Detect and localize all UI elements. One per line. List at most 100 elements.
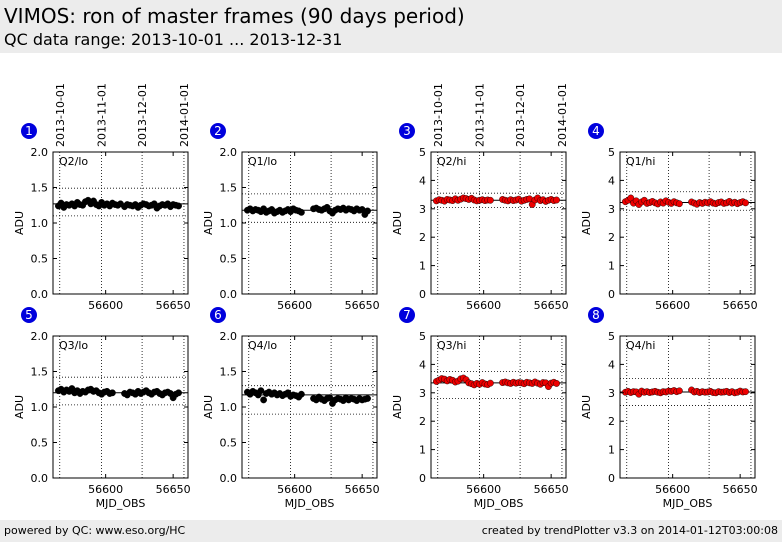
data-point [742, 388, 749, 396]
x-axis-label: MJD_OBS [285, 497, 335, 510]
date-tick-label: 2013-10-01 [432, 83, 445, 147]
plot-area [242, 336, 377, 478]
data-point [364, 395, 371, 402]
y-tick-label: 0.0 [31, 288, 49, 301]
panel-number: 5 [25, 308, 33, 322]
y-tick-label: 1 [419, 260, 426, 273]
data-point [257, 387, 265, 395]
y-tick-label: 1.5 [31, 366, 49, 379]
y-tick-label: 4 [419, 358, 426, 371]
y-axis-label: ADU [202, 395, 215, 419]
y-tick-label: 2.0 [220, 146, 238, 159]
panel-label: Q2/lo [59, 155, 88, 168]
y-tick-label: 0.0 [220, 288, 238, 301]
plot-area [53, 336, 188, 478]
y-tick-label: 1.5 [220, 182, 238, 195]
y-tick-label: 2.0 [31, 146, 49, 159]
y-tick-label: 3 [608, 387, 615, 400]
x-tick-label: 56600 [277, 299, 312, 312]
x-tick-label: 56600 [655, 483, 690, 496]
x-tick-label: 56650 [345, 483, 380, 496]
data-point [676, 200, 683, 208]
y-tick-label: 4 [608, 358, 615, 371]
y-axis-label: ADU [580, 395, 593, 419]
x-axis-label: MJD_OBS [474, 497, 524, 510]
panel-number-badge [588, 123, 604, 139]
x-tick-label: 56600 [466, 483, 501, 496]
y-tick-label: 0.0 [220, 472, 238, 485]
y-tick-label: 0 [608, 288, 615, 301]
x-tick-label: 56600 [466, 299, 501, 312]
y-tick-label: 1.5 [220, 366, 238, 379]
data-point [486, 379, 494, 387]
panel-number: 3 [403, 124, 411, 138]
y-tick-label: 1.0 [31, 217, 49, 230]
panel-number-badge [588, 307, 604, 323]
y-axis-label: ADU [202, 211, 215, 235]
y-tick-label: 1 [419, 444, 426, 457]
plot-area [242, 152, 377, 294]
data-point [676, 387, 683, 395]
chart-panel: 6 Q4/lo 0.0 0.5 1.0 1.5 2.0 56600 56650 ADU MJD_OB… [202, 307, 380, 510]
y-tick-label: 0 [419, 472, 426, 485]
footer-credit: powered by QC: www.eso.org/HC [4, 524, 186, 537]
y-tick-label: 0.5 [220, 437, 238, 450]
panel-label: Q3/lo [59, 339, 88, 352]
charts-grid: 2013-10-01 2013-11-01 2013-12-01 2014-01-01… [13, 83, 758, 510]
plot-area [620, 152, 755, 294]
y-tick-label: 4 [608, 174, 615, 187]
y-axis-label: ADU [580, 211, 593, 235]
y-tick-label: 0.5 [31, 253, 49, 266]
chart-panel: 8 Q4/hi 0 1 2 3 4 5 56600 56650 ADU MJD_OBS [580, 307, 758, 510]
y-tick-label: 5 [419, 330, 426, 343]
x-tick-label: 56600 [88, 483, 123, 496]
plot-area [620, 336, 755, 478]
data-point [260, 396, 267, 404]
x-tick-label: 56650 [534, 483, 569, 496]
plot-frame [430, 151, 567, 295]
plot-area [431, 152, 566, 294]
x-tick-label: 56650 [345, 299, 380, 312]
panel-label: Q2/hi [437, 155, 466, 168]
panel-label: Q3/hi [437, 339, 466, 352]
chart-panel: 7 Q3/hi 0 1 2 3 4 5 56600 56650 ADU MJD_OBS [391, 307, 569, 510]
panel-number-badge [399, 307, 415, 323]
x-tick-label: 56600 [277, 483, 312, 496]
y-tick-label: 0 [608, 472, 615, 485]
panel-number-badge [210, 307, 226, 323]
y-tick-label: 3 [419, 387, 426, 400]
y-tick-label: 5 [608, 146, 615, 159]
y-tick-label: 1.0 [31, 401, 49, 414]
y-tick-label: 4 [419, 174, 426, 187]
data-point [297, 390, 305, 398]
date-tick-label: 2013-11-01 [474, 83, 487, 147]
page-title: VIMOS: ron of master frames (90 days per… [4, 4, 465, 28]
x-axis-label: MJD_OBS [96, 497, 146, 510]
panel-number: 4 [592, 124, 600, 138]
chart-panel: 2 Q1/lo 0.0 0.5 1.0 1.5 2.0 56600 56650 ADU [202, 123, 380, 312]
panel-number: 7 [403, 308, 411, 322]
y-tick-label: 2.0 [31, 330, 49, 343]
page-subtitle: QC data range: 2013-10-01 ... 2013-12-31 [4, 30, 343, 49]
date-tick-label: 2013-12-01 [136, 83, 149, 147]
footer-created: created by trendPlotter v3.3 on 2014-01-… [481, 524, 778, 537]
y-tick-label: 2 [608, 231, 615, 244]
x-tick-label: 56650 [723, 299, 758, 312]
data-point [364, 207, 371, 215]
panel-number-badge [399, 123, 415, 139]
plot-frame [619, 335, 756, 479]
panel-number: 1 [25, 124, 33, 138]
y-tick-label: 2 [419, 231, 426, 244]
plot-frame [619, 151, 756, 295]
y-tick-label: 2 [608, 415, 615, 428]
y-tick-label: 1 [608, 260, 615, 273]
y-tick-label: 3 [608, 203, 615, 216]
y-tick-label: 1.0 [220, 217, 238, 230]
data-point [742, 199, 749, 207]
date-tick-label: 2013-10-01 [54, 83, 67, 147]
y-tick-label: 0 [419, 288, 426, 301]
x-tick-label: 56650 [156, 299, 191, 312]
x-tick-label: 56600 [655, 299, 690, 312]
plot-area [431, 336, 566, 478]
x-tick-label: 56600 [88, 299, 123, 312]
